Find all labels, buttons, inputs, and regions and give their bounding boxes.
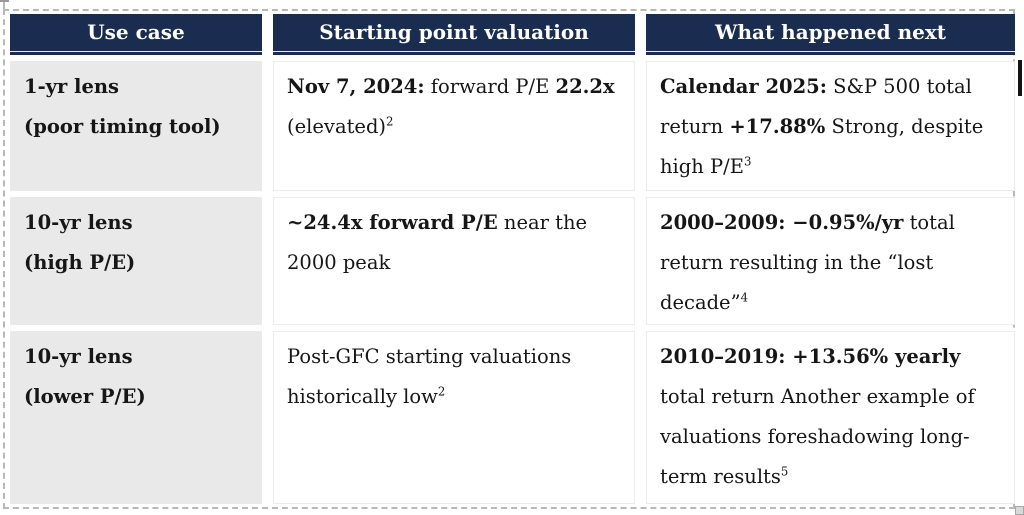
cell-text-row3-use-case: 10-yr lens (lower P/E) [24,345,146,408]
header-cell-starting-point-valuation[interactable]: Starting point valuation [273,14,635,55]
cell-row2-what-happened[interactable]: 2000–2009: −0.95%/yr total return result… [646,197,1015,325]
selection-marquee-tick-vertical [3,0,5,9]
cell-row1-what-happened[interactable]: Calendar 2025: S&P 500 total return +17.… [646,61,1015,191]
selection-marquee-tick-horizontal [0,0,9,2]
cell-row1-starting-point[interactable]: Nov 7, 2024: forward P/E 22.2x (elevated… [273,61,635,191]
cell-text-row2-use-case: 10-yr lens (high P/E) [24,211,136,274]
cell-text-row1-what-happened: Calendar 2025: S&P 500 total return +17.… [660,75,984,178]
cell-row3-starting-point[interactable]: Post-GFC starting valuations historicall… [273,331,635,504]
cell-text-row2-what-happened: 2000–2009: −0.95%/yr total return result… [660,211,955,314]
cell-row2-use-case[interactable]: 10-yr lens (high P/E) [10,197,262,325]
cell-row3-use-case[interactable]: 10-yr lens (lower P/E) [10,331,262,504]
cell-row2-starting-point[interactable]: ~24.4x forward P/E near the 2000 peak [273,197,635,325]
cell-text-row1-use-case: 1-yr lens (poor timing tool) [24,75,221,138]
header-label-what-happened-next: What happened next [715,20,946,44]
valuation-comparison-table: Use case Starting point valuation What h… [10,14,1015,504]
cell-text-row3-starting-point: Post-GFC starting valuations historicall… [287,345,572,408]
cell-text-row3-what-happened: 2010–2019: +13.56% yearly total return A… [660,345,975,488]
header-label-use-case: Use case [87,20,185,44]
cell-row1-use-case[interactable]: 1-yr lens (poor timing tool) [10,61,262,191]
resize-handle[interactable] [1015,506,1024,515]
header-label-starting-point-valuation: Starting point valuation [319,20,589,44]
header-cell-use-case[interactable]: Use case [10,14,262,55]
cell-text-row2-starting-point: ~24.4x forward P/E near the 2000 peak [287,211,588,274]
cell-text-row1-starting-point: Nov 7, 2024: forward P/E 22.2x (elevated… [287,75,615,138]
cell-row3-what-happened[interactable]: 2010–2019: +13.56% yearly total return A… [646,331,1015,504]
header-cell-what-happened-next[interactable]: What happened next [646,14,1015,55]
text-cursor [1018,60,1022,96]
